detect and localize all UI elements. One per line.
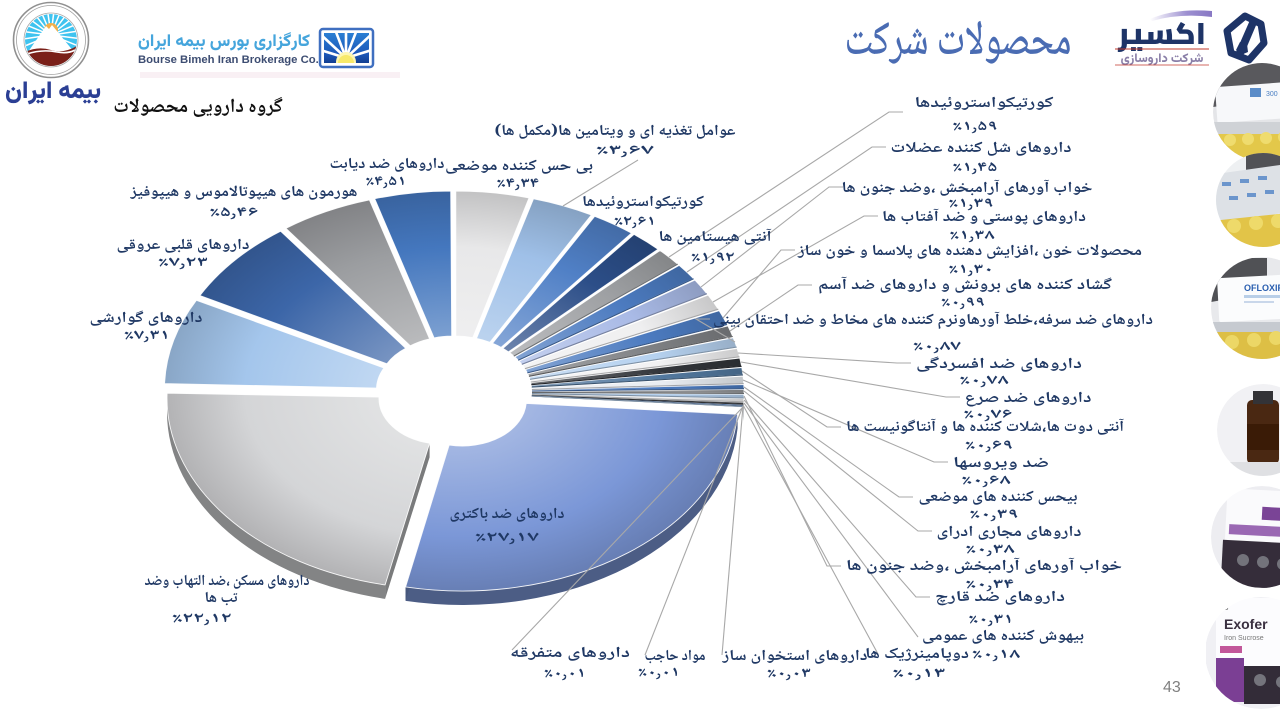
svg-text:300: 300 [1266,91,1278,98]
svg-text:Exofer: Exofer [1224,616,1268,632]
svg-text:Iron Sucrose: Iron Sucrose [1224,635,1264,642]
svg-text:43: 43 [1163,679,1181,696]
svg-text:Bourse Bimeh Iran Brokerage Co: Bourse Bimeh Iran Brokerage Co. [138,54,319,66]
svg-text:OFLOXIR: OFLOXIR [1244,283,1280,293]
